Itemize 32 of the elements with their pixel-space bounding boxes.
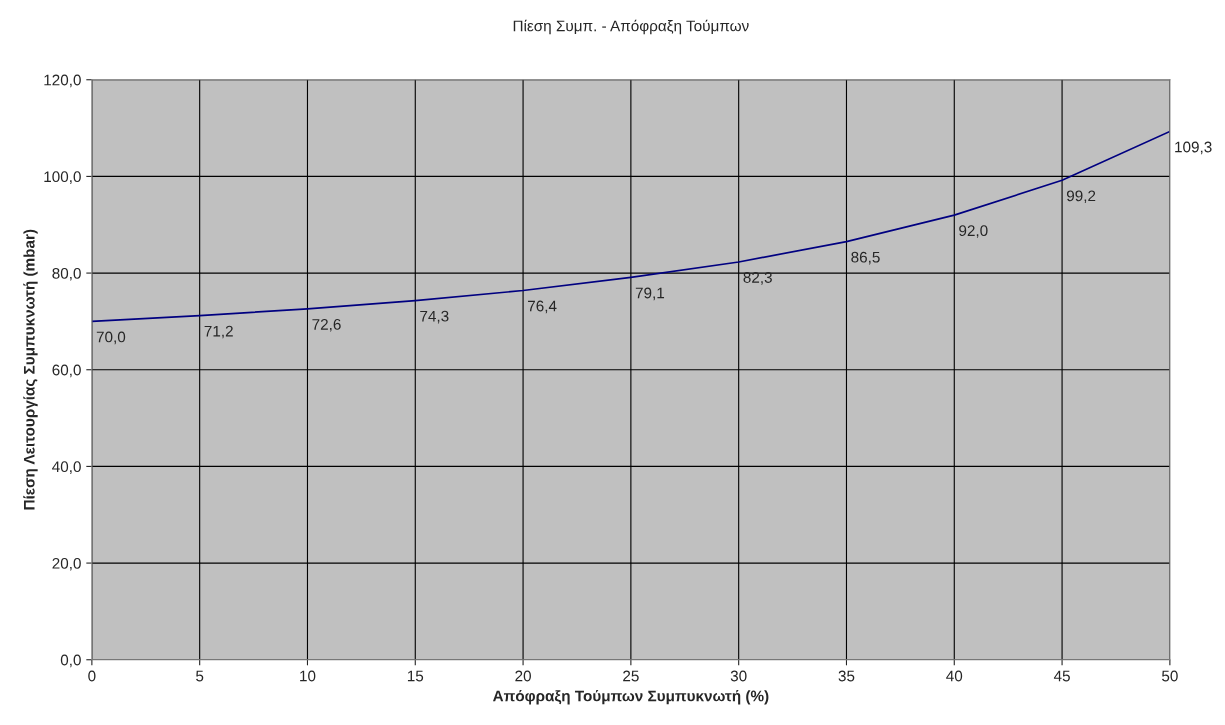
x-axis-title: Απόφραξη Τούμπων Συμπυκνωτή (%) bbox=[492, 689, 769, 705]
data-label: 92,0 bbox=[959, 225, 988, 238]
y-tick-label: 100,0 bbox=[44, 171, 81, 184]
data-label: 109,3 bbox=[1175, 141, 1212, 155]
x-tick-label: 15 bbox=[407, 670, 424, 682]
x-tick-label: 45 bbox=[1053, 670, 1070, 682]
y-tick-label: 0,0 bbox=[60, 654, 81, 668]
x-tick-label: 50 bbox=[1161, 670, 1178, 682]
y-tick-label: 40,0 bbox=[52, 461, 81, 474]
x-tick-label: 35 bbox=[838, 670, 855, 682]
data-label: 74,3 bbox=[420, 310, 449, 324]
x-tick-label: 30 bbox=[730, 670, 747, 682]
x-tick-label: 20 bbox=[515, 670, 531, 682]
y-tick-label: 20,0 bbox=[52, 557, 81, 571]
chart-title: Πίεση Συμπ. - Απόφραξη Τούμπων bbox=[513, 19, 749, 35]
y-tick-label: 60,0 bbox=[52, 364, 81, 378]
y-axis-title: Πίεση Λειτουργίας Συμπυκνωτή (mbar) bbox=[23, 229, 38, 510]
data-label: 71,2 bbox=[204, 325, 233, 339]
data-label: 82,3 bbox=[743, 272, 772, 285]
data-label: 72,6 bbox=[312, 318, 341, 332]
data-label: 70,0 bbox=[96, 331, 126, 345]
y-tick-label: 120,0 bbox=[44, 74, 81, 88]
x-tick-label: 40 bbox=[946, 670, 963, 682]
data-label: 79,1 bbox=[635, 287, 665, 301]
data-label: 86,5 bbox=[851, 251, 880, 265]
x-tick-label: 0 bbox=[88, 670, 96, 682]
data-label: 99,2 bbox=[1066, 190, 1096, 204]
x-tick-label: 25 bbox=[623, 670, 639, 682]
data-label: 76,4 bbox=[528, 300, 557, 314]
y-tick-label: 80,0 bbox=[52, 267, 81, 281]
x-tick-label: 10 bbox=[300, 670, 316, 682]
x-tick-label: 5 bbox=[196, 670, 204, 682]
